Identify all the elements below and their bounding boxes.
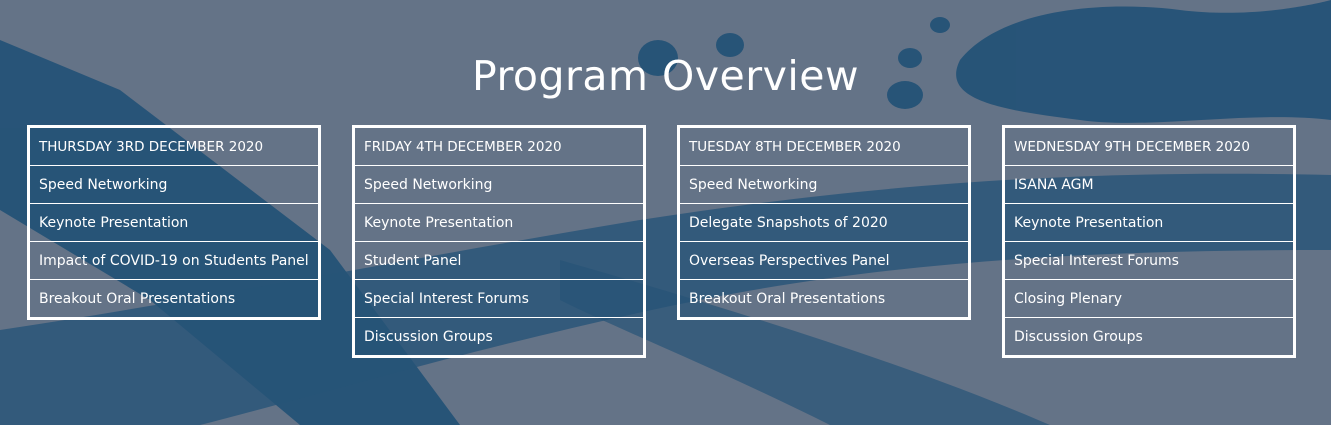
session-item: Special Interest Forums xyxy=(355,280,643,318)
day-schedule-table: FRIDAY 4TH DECEMBER 2020 Speed Networking… xyxy=(352,125,646,358)
session-item: Overseas Perspectives Panel xyxy=(680,242,968,280)
day-schedule-table: WEDNESDAY 9TH DECEMBER 2020 ISANA AGM Keyn… xyxy=(1002,125,1296,358)
session-item: Speed Networking xyxy=(355,166,643,204)
day-heading: THURSDAY 3RD DECEMBER 2020 xyxy=(30,128,318,166)
session-item: Impact of COVID-19 on Students Panel xyxy=(30,242,318,280)
session-item: Student Panel xyxy=(355,242,643,280)
session-item: Speed Networking xyxy=(680,166,968,204)
session-item: Keynote Presentation xyxy=(355,204,643,242)
day-heading: FRIDAY 4TH DECEMBER 2020 xyxy=(355,128,643,166)
session-item: Speed Networking xyxy=(30,166,318,204)
session-item: Breakout Oral Presentations xyxy=(39,291,236,307)
page-title: Program Overview xyxy=(471,52,860,100)
session-item: Keynote Presentation xyxy=(1005,204,1293,242)
session-item: Special Interest Forums xyxy=(1005,242,1293,280)
day-schedule-table: TUESDAY 8TH DECEMBER 2020 Speed Networkin… xyxy=(677,125,971,320)
session-item: Delegate Snapshots of 2020 xyxy=(680,204,968,242)
session-item: Discussion Groups xyxy=(1014,329,1143,345)
day-heading: WEDNESDAY 9TH DECEMBER 2020 xyxy=(1005,128,1293,166)
session-item: ISANA AGM xyxy=(1005,166,1293,204)
session-item: Discussion Groups xyxy=(364,329,493,345)
session-item: Closing Plenary xyxy=(1005,280,1293,318)
session-item: Keynote Presentation xyxy=(30,204,318,242)
day-heading: TUESDAY 8TH DECEMBER 2020 xyxy=(680,128,968,166)
session-item: Breakout Oral Presentations xyxy=(689,291,886,307)
day-schedule-table: THURSDAY 3RD DECEMBER 2020 Speed Networki… xyxy=(27,125,321,320)
